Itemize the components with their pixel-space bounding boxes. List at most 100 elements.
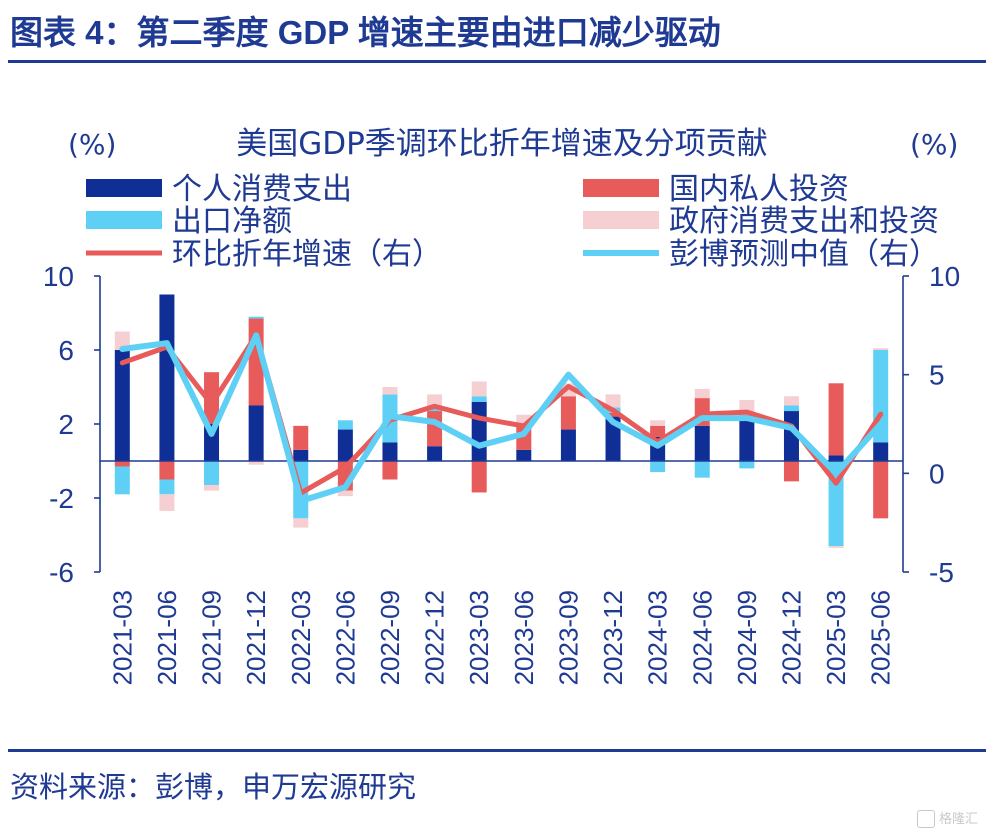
bar-consumption — [516, 449, 532, 461]
x-axis-labels: 2021-03 2021-06 2021-09 2021-12 2022-03 2022-… — [107, 590, 895, 685]
x-tick-label: 2022-12 — [420, 590, 450, 685]
bar-consumption — [873, 442, 889, 461]
bar-government — [114, 331, 130, 350]
source-note: 资料来源：彭博，申万宏源研究 — [10, 770, 417, 804]
bar-government — [382, 387, 398, 395]
legend-label-growth_line: 环比折年增速（右） — [172, 237, 442, 272]
bar-government — [204, 485, 220, 491]
legend-swatch-private_investment — [583, 179, 659, 197]
left-tick-label: -6 — [49, 557, 74, 588]
bar-consumption — [159, 294, 175, 461]
bar-consumption — [739, 416, 755, 461]
bar-net_exports — [337, 420, 353, 430]
right-tick-label: 5 — [929, 360, 945, 391]
bar-government — [873, 348, 889, 350]
bar-government — [516, 414, 532, 424]
x-tick-label: 2023-09 — [553, 590, 583, 685]
bar-consumption — [427, 446, 443, 461]
legend-label-consensus_line: 彭博预测中值（右） — [669, 237, 939, 272]
x-tick-label: 2022-09 — [375, 590, 405, 685]
bar-consumption — [694, 425, 710, 461]
x-tick-label: 2024-03 — [643, 590, 673, 685]
line-consensus_line — [119, 332, 884, 504]
bar-consumption — [560, 429, 576, 461]
watermark-text: 格隆汇 — [938, 811, 978, 827]
bar-private_investment — [605, 412, 621, 417]
bar-consumption — [382, 442, 398, 461]
x-tick-label: 2024-12 — [776, 590, 806, 685]
bar-private_investment — [382, 461, 398, 480]
bar-private_investment — [471, 461, 487, 493]
legend-label-net_exports: 出口净额 — [172, 204, 292, 239]
legend-label-private_investment: 国内私人投资 — [669, 172, 849, 207]
bar-consumption — [248, 405, 264, 461]
bar-private_investment — [114, 461, 130, 467]
bar-private_investment — [159, 461, 175, 480]
bottom-rule — [8, 749, 986, 752]
line-growth_line — [119, 332, 884, 496]
bar-private_investment — [783, 461, 799, 482]
bar-private_investment — [828, 383, 844, 456]
x-tick-label: 2021-03 — [107, 590, 137, 685]
bar-net_exports — [471, 396, 487, 402]
bar-consumption — [828, 455, 844, 461]
bar-government — [828, 546, 844, 548]
line-layer — [119, 332, 884, 504]
bar-private_investment — [560, 396, 576, 430]
bar-government — [159, 494, 175, 511]
left-tick-label: 10 — [43, 261, 74, 292]
bar-government — [337, 490, 353, 497]
right-axis-ticks: 10 5 0 -5 — [903, 261, 960, 588]
bar-private_investment — [204, 372, 220, 424]
watermark-logo-icon — [916, 810, 935, 828]
bar-private_investment — [650, 425, 666, 437]
left-axis-ticks: 10 6 2 -2 -6 — [43, 261, 100, 588]
legend-swatch-government — [583, 211, 659, 229]
bar-government — [783, 396, 799, 406]
bar-government — [605, 394, 621, 408]
bar-consumption — [114, 350, 130, 461]
right-tick-label: 0 — [929, 458, 945, 489]
figure-title: 图表 4：第二季度 GDP 增速主要由进口减少驱动 — [10, 14, 721, 51]
bar-private_investment — [873, 461, 889, 519]
bar-net_exports — [783, 405, 799, 412]
bar-government — [471, 381, 487, 397]
bar-government — [248, 461, 264, 465]
bar-private_investment — [293, 425, 309, 450]
chart-title: 美国GDP季调环比折年增速及分项贡献 — [236, 126, 768, 162]
bar-consumption — [605, 416, 621, 461]
bar-consumption — [204, 424, 220, 461]
x-tick-label: 2025-03 — [821, 590, 851, 685]
right-axis-unit: (%) — [910, 128, 958, 161]
x-tick-label: 2021-12 — [241, 590, 271, 685]
bar-government — [427, 394, 443, 406]
bar-net_exports — [159, 479, 175, 495]
bar-net_exports — [204, 461, 220, 486]
x-tick-label: 2022-03 — [286, 590, 316, 685]
x-tick-label: 2022-06 — [330, 590, 360, 685]
left-tick-label: 6 — [58, 335, 74, 366]
x-tick-label: 2024-09 — [732, 590, 762, 685]
x-tick-label: 2025-06 — [866, 590, 896, 685]
watermark: 格隆汇 — [916, 808, 978, 828]
legend-label-government: 政府消费支出和投资 — [669, 204, 939, 239]
x-tick-label: 2023-03 — [464, 590, 494, 685]
title-rule — [8, 60, 986, 63]
bar-net_exports — [694, 461, 710, 478]
bar-private_investment — [427, 411, 443, 447]
bar-government — [694, 388, 710, 399]
right-tick-label: -5 — [929, 557, 954, 588]
legend-swatch-net_exports — [86, 211, 162, 229]
bar-consumption — [337, 429, 353, 461]
x-tick-label: 2023-12 — [598, 590, 628, 685]
bar-consumption — [293, 449, 309, 461]
left-tick-label: 2 — [58, 409, 74, 440]
bar-net_exports — [114, 466, 130, 495]
bar-government — [293, 518, 309, 528]
bar-net_exports — [650, 461, 666, 473]
x-tick-label: 2024-06 — [687, 590, 717, 685]
left-tick-label: -2 — [49, 483, 74, 514]
